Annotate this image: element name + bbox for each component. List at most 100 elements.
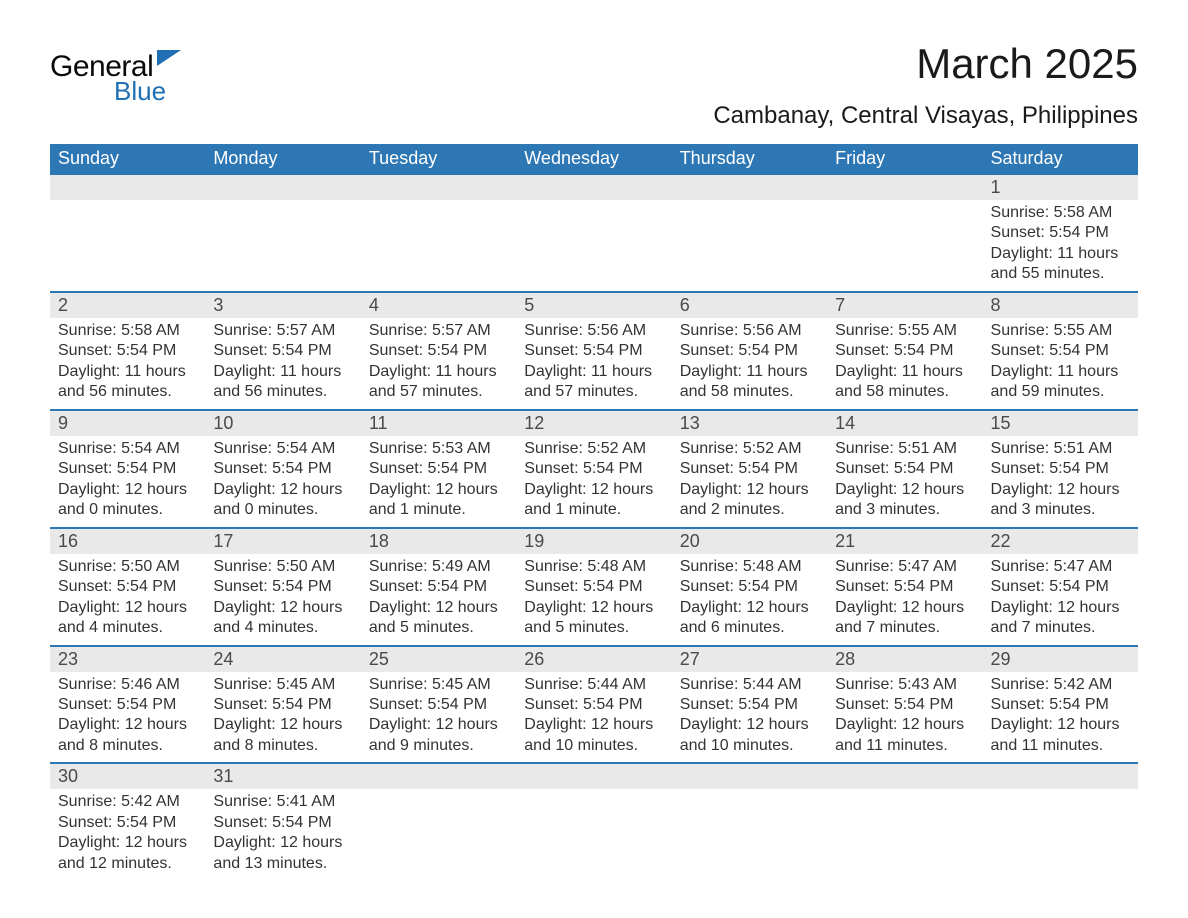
day-sunrise: Sunrise: 5:56 AM <box>680 321 819 341</box>
day-sunrise: Sunrise: 5:51 AM <box>835 439 974 459</box>
day-sunrise: Sunrise: 5:56 AM <box>524 321 663 341</box>
day-sunset: Sunset: 5:54 PM <box>58 459 197 479</box>
day-data: Sunrise: 5:42 AMSunset: 5:54 PMDaylight:… <box>50 789 205 880</box>
weekday-header: Thursday <box>672 144 827 174</box>
day-daylight2: and 2 minutes. <box>680 500 819 520</box>
day-sunrise: Sunrise: 5:52 AM <box>524 439 663 459</box>
day-daylight1: Daylight: 12 hours <box>835 598 974 618</box>
day-sunset: Sunset: 5:54 PM <box>680 695 819 715</box>
day-daylight1: Daylight: 11 hours <box>835 362 974 382</box>
week-daynum-row: 23242526272829 <box>50 646 1138 672</box>
day-data: Sunrise: 5:47 AMSunset: 5:54 PMDaylight:… <box>983 554 1138 646</box>
day-data: Sunrise: 5:55 AMSunset: 5:54 PMDaylight:… <box>983 318 1138 410</box>
empty-cell <box>205 200 360 292</box>
day-data: Sunrise: 5:55 AMSunset: 5:54 PMDaylight:… <box>827 318 982 410</box>
week-data-row: Sunrise: 5:54 AMSunset: 5:54 PMDaylight:… <box>50 436 1138 528</box>
location-subtitle: Cambanay, Central Visayas, Philippines <box>713 102 1138 136</box>
day-sunrise: Sunrise: 5:55 AM <box>835 321 974 341</box>
day-daylight2: and 0 minutes. <box>213 500 352 520</box>
day-daylight1: Daylight: 11 hours <box>213 362 352 382</box>
day-data: Sunrise: 5:58 AMSunset: 5:54 PMDaylight:… <box>50 318 205 410</box>
day-daylight2: and 12 minutes. <box>58 854 197 874</box>
logo: General Blue <box>50 50 181 107</box>
weekday-header: Sunday <box>50 144 205 174</box>
day-daylight2: and 55 minutes. <box>991 264 1130 284</box>
day-data: Sunrise: 5:47 AMSunset: 5:54 PMDaylight:… <box>827 554 982 646</box>
day-number: 3 <box>205 292 360 318</box>
day-number: 13 <box>672 410 827 436</box>
day-number: 14 <box>827 410 982 436</box>
day-sunset: Sunset: 5:54 PM <box>680 341 819 361</box>
empty-cell <box>361 763 516 789</box>
empty-cell <box>827 789 982 880</box>
day-data: Sunrise: 5:57 AMSunset: 5:54 PMDaylight:… <box>205 318 360 410</box>
day-daylight1: Daylight: 12 hours <box>369 598 508 618</box>
day-number: 25 <box>361 646 516 672</box>
day-daylight2: and 59 minutes. <box>991 382 1130 402</box>
day-daylight2: and 7 minutes. <box>835 618 974 638</box>
day-sunrise: Sunrise: 5:48 AM <box>680 557 819 577</box>
day-sunset: Sunset: 5:54 PM <box>369 459 508 479</box>
day-number: 22 <box>983 528 1138 554</box>
day-sunset: Sunset: 5:54 PM <box>213 813 352 833</box>
day-data: Sunrise: 5:43 AMSunset: 5:54 PMDaylight:… <box>827 672 982 764</box>
day-number: 16 <box>50 528 205 554</box>
day-sunset: Sunset: 5:54 PM <box>835 577 974 597</box>
day-daylight1: Daylight: 12 hours <box>58 715 197 735</box>
day-sunrise: Sunrise: 5:52 AM <box>680 439 819 459</box>
day-daylight2: and 56 minutes. <box>213 382 352 402</box>
week-data-row: Sunrise: 5:46 AMSunset: 5:54 PMDaylight:… <box>50 672 1138 764</box>
day-daylight1: Daylight: 11 hours <box>991 362 1130 382</box>
day-data: Sunrise: 5:50 AMSunset: 5:54 PMDaylight:… <box>50 554 205 646</box>
week-daynum-row: 1 <box>50 174 1138 200</box>
day-daylight1: Daylight: 11 hours <box>369 362 508 382</box>
day-daylight1: Daylight: 12 hours <box>58 480 197 500</box>
day-daylight1: Daylight: 11 hours <box>991 244 1130 264</box>
empty-cell <box>672 200 827 292</box>
day-daylight2: and 9 minutes. <box>369 736 508 756</box>
day-daylight1: Daylight: 12 hours <box>213 480 352 500</box>
day-sunrise: Sunrise: 5:44 AM <box>524 675 663 695</box>
day-number: 20 <box>672 528 827 554</box>
logo-text-blue: Blue <box>114 76 166 107</box>
day-number: 27 <box>672 646 827 672</box>
day-daylight2: and 57 minutes. <box>524 382 663 402</box>
day-data: Sunrise: 5:51 AMSunset: 5:54 PMDaylight:… <box>827 436 982 528</box>
calendar-table: SundayMondayTuesdayWednesdayThursdayFrid… <box>50 144 1138 880</box>
day-daylight1: Daylight: 11 hours <box>524 362 663 382</box>
empty-cell <box>50 174 205 200</box>
day-daylight1: Daylight: 12 hours <box>369 715 508 735</box>
day-sunrise: Sunrise: 5:51 AM <box>991 439 1130 459</box>
empty-cell <box>50 200 205 292</box>
day-daylight2: and 6 minutes. <box>680 618 819 638</box>
day-data: Sunrise: 5:42 AMSunset: 5:54 PMDaylight:… <box>983 672 1138 764</box>
day-number: 24 <box>205 646 360 672</box>
week-daynum-row: 2345678 <box>50 292 1138 318</box>
day-data: Sunrise: 5:53 AMSunset: 5:54 PMDaylight:… <box>361 436 516 528</box>
empty-cell <box>983 763 1138 789</box>
day-daylight1: Daylight: 12 hours <box>213 598 352 618</box>
day-sunset: Sunset: 5:54 PM <box>835 341 974 361</box>
week-daynum-row: 9101112131415 <box>50 410 1138 436</box>
day-sunrise: Sunrise: 5:58 AM <box>58 321 197 341</box>
day-data: Sunrise: 5:45 AMSunset: 5:54 PMDaylight:… <box>205 672 360 764</box>
day-number: 18 <box>361 528 516 554</box>
day-daylight1: Daylight: 12 hours <box>213 715 352 735</box>
day-sunset: Sunset: 5:54 PM <box>369 341 508 361</box>
day-number: 28 <box>827 646 982 672</box>
day-daylight1: Daylight: 12 hours <box>524 480 663 500</box>
day-sunset: Sunset: 5:54 PM <box>524 577 663 597</box>
day-number: 9 <box>50 410 205 436</box>
day-sunrise: Sunrise: 5:50 AM <box>58 557 197 577</box>
empty-cell <box>672 789 827 880</box>
day-number: 8 <box>983 292 1138 318</box>
day-sunrise: Sunrise: 5:54 AM <box>213 439 352 459</box>
logo-triangle-icon <box>157 50 181 66</box>
day-sunset: Sunset: 5:54 PM <box>58 341 197 361</box>
empty-cell <box>672 174 827 200</box>
day-data: Sunrise: 5:41 AMSunset: 5:54 PMDaylight:… <box>205 789 360 880</box>
empty-cell <box>516 789 671 880</box>
day-daylight1: Daylight: 12 hours <box>369 480 508 500</box>
day-data: Sunrise: 5:44 AMSunset: 5:54 PMDaylight:… <box>672 672 827 764</box>
day-data: Sunrise: 5:46 AMSunset: 5:54 PMDaylight:… <box>50 672 205 764</box>
